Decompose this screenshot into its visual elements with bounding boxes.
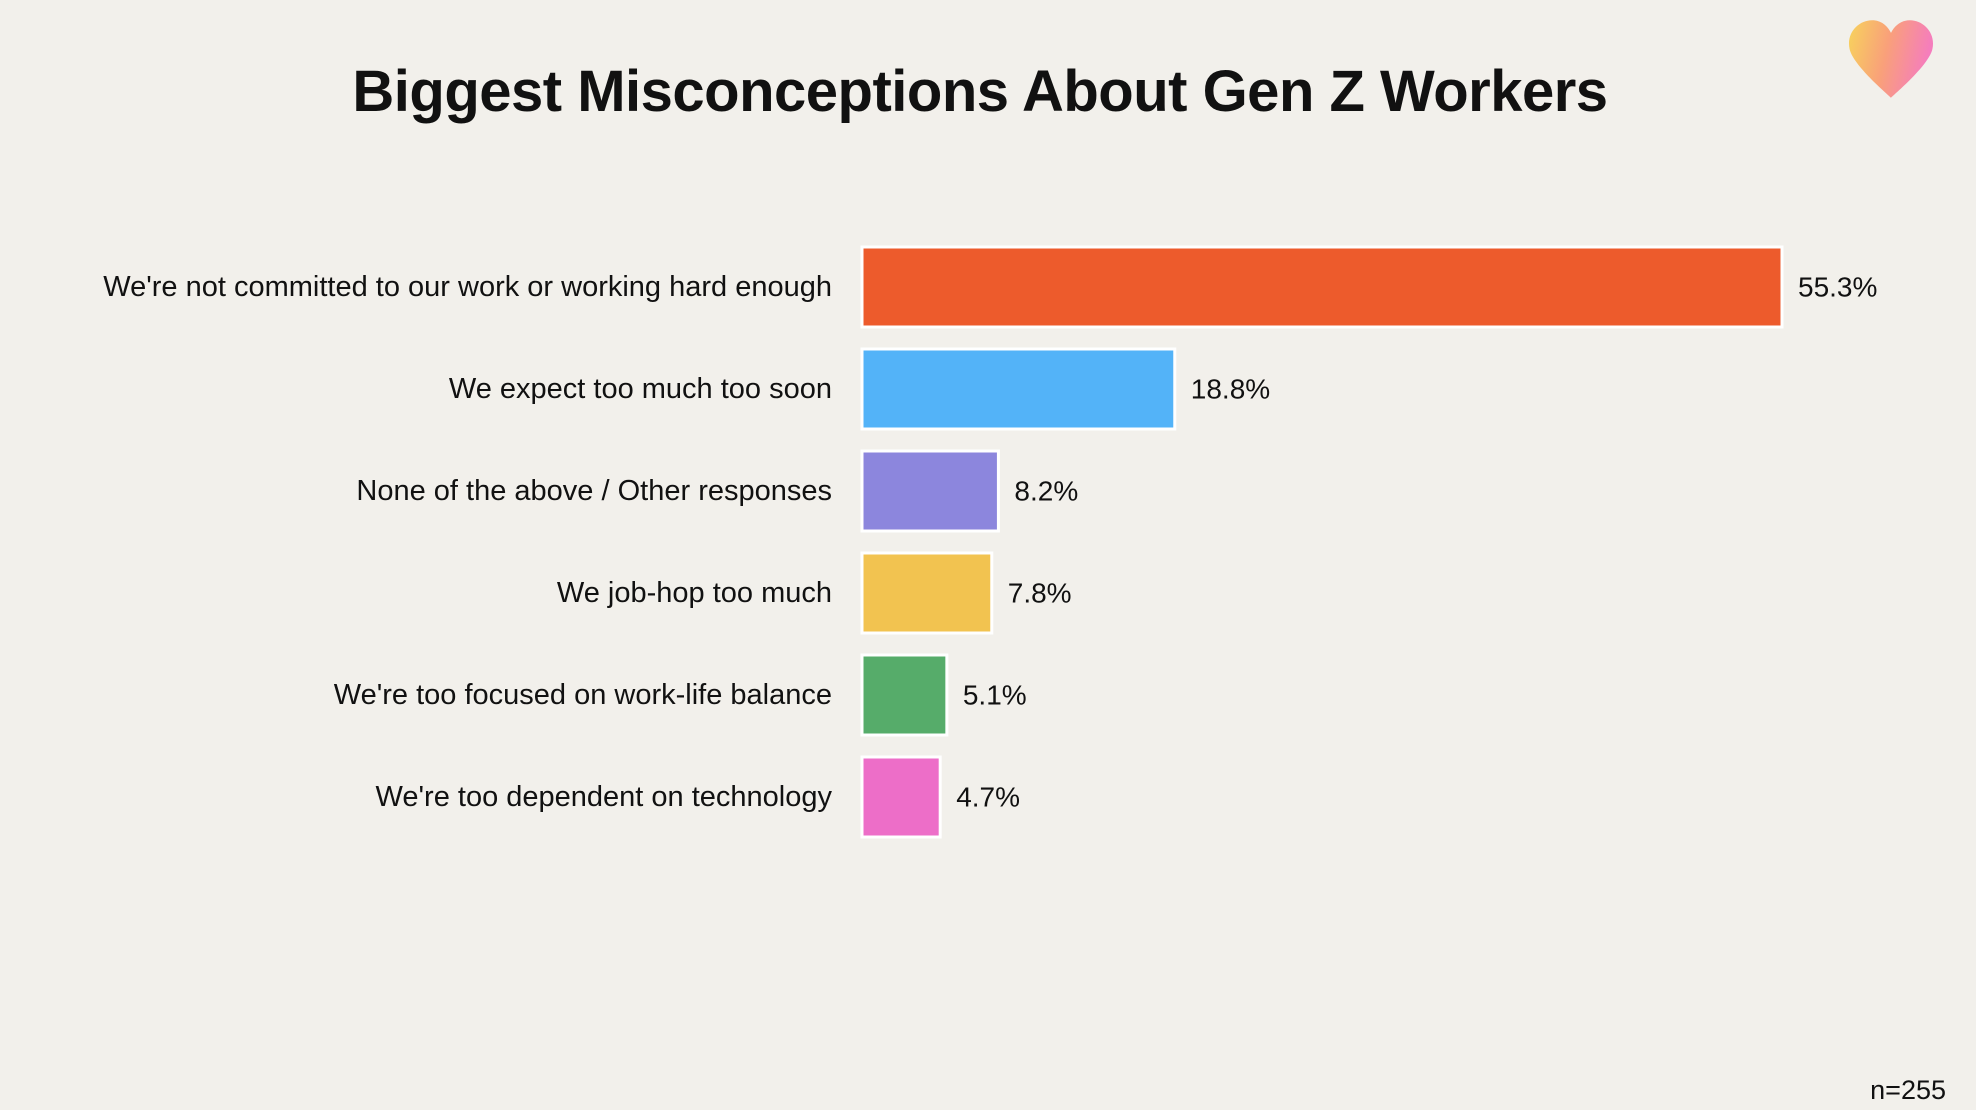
category-label: We job-hop too much <box>557 577 832 609</box>
value-label: 18.8% <box>1191 374 1270 405</box>
category-label: None of the above / Other responses <box>356 475 832 507</box>
category-label: We're too dependent on technology <box>376 781 833 813</box>
bar <box>860 653 949 737</box>
category-label: We expect too much too soon <box>449 373 832 405</box>
value-label: 5.1% <box>963 680 1027 711</box>
category-label: We're too focused on work-life balance <box>334 679 832 711</box>
value-label: 4.7% <box>956 782 1020 813</box>
bar <box>860 551 994 635</box>
category-label: We're not committed to our work or worki… <box>103 271 832 303</box>
value-label: 7.8% <box>1008 578 1072 609</box>
bar <box>860 449 1000 533</box>
bar <box>860 347 1177 431</box>
chart-title: Biggest Misconceptions About Gen Z Worke… <box>352 59 1608 124</box>
bar <box>860 755 942 839</box>
value-label: 55.3% <box>1798 272 1877 303</box>
bars-group: We're not committed to our work or worki… <box>103 245 1877 839</box>
value-label: 8.2% <box>1014 476 1078 507</box>
heart-icon <box>1848 20 1934 98</box>
sample-size-note: n=255 <box>1870 1075 1946 1105</box>
bar <box>860 245 1784 329</box>
